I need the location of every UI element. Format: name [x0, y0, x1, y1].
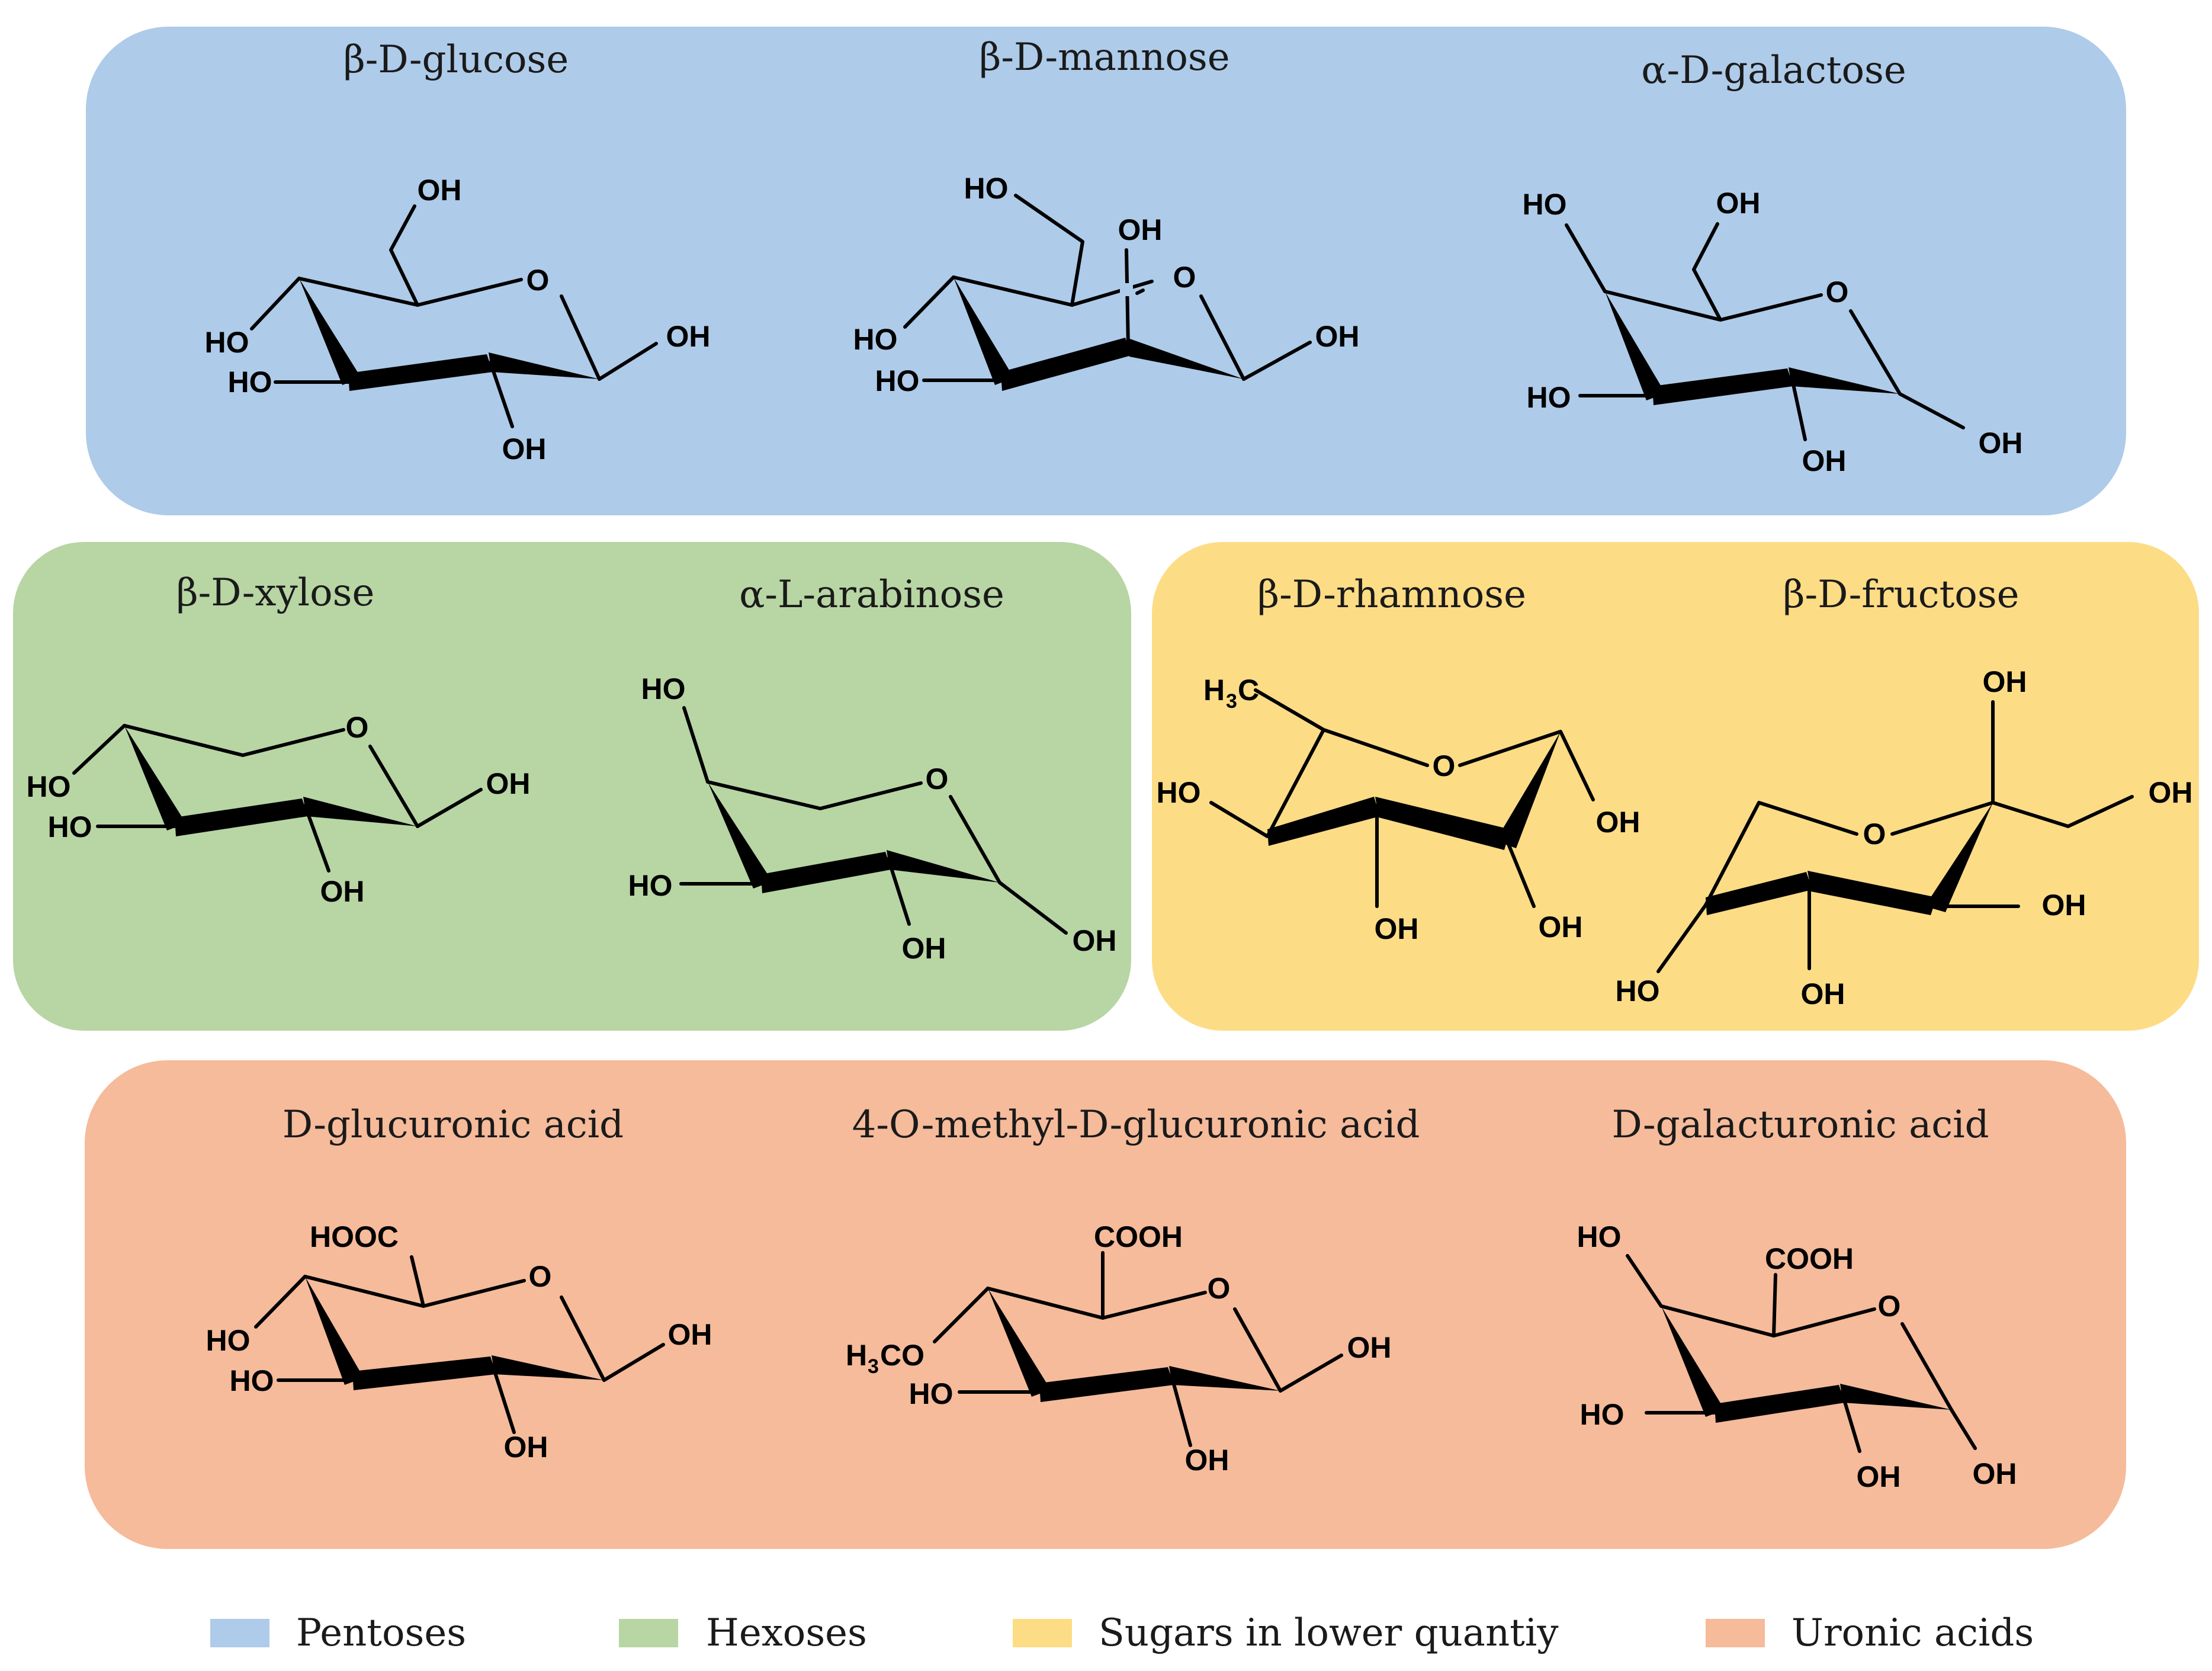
mannose-label-4: HO	[853, 323, 898, 356]
galactose-label-1: HO	[1523, 188, 1567, 221]
galacturonic-title: D-galacturonic acid	[1611, 1103, 1989, 1147]
molecule-rhamnose: β-D-rhamnose H 3 C O HO OH OH OH	[1157, 573, 1640, 945]
molecule-fructose: β-D-fructose OH OH O OH HO OH	[1616, 573, 2193, 1011]
rhamnose-label-2: 3	[1226, 690, 1237, 713]
methylglucuronic-label-7: OH	[1347, 1331, 1392, 1364]
methylglucuronic-label-6: HO	[909, 1377, 953, 1410]
panel-blue	[86, 27, 2126, 515]
arabinose-label-4: OH	[902, 932, 946, 965]
glucose-label-4: HO	[228, 365, 272, 399]
xylose-label-4: OH	[486, 767, 531, 800]
legend: Pentoses Hexoses Sugars in lower quantiy…	[210, 1611, 2034, 1655]
mannose-label-6: OH	[1315, 320, 1360, 353]
glucuronic-label-2: O	[529, 1260, 552, 1293]
methylglucuronic-label-5: CO	[880, 1339, 924, 1372]
galactose-title: α-D-galactose	[1641, 49, 1906, 92]
xylose-label-5: OH	[320, 875, 365, 908]
methylglucuronic-label-2: O	[1208, 1272, 1231, 1305]
legend-item-uronic-acids: Uronic acids	[1706, 1611, 2034, 1655]
glucuronic-label-5: OH	[668, 1318, 712, 1351]
galactose-label-3: O	[1826, 275, 1849, 309]
glucuronic-title: D-glucuronic acid	[282, 1103, 624, 1147]
glucuronic-label-4: HO	[230, 1364, 274, 1397]
rhamnose-label-3: C	[1238, 673, 1259, 707]
methylglucuronic-label-8: OH	[1185, 1444, 1229, 1477]
legend-label-lower-quantity: Sugars in lower quantiy	[1099, 1611, 1559, 1655]
glucose-label-1: OH	[418, 174, 462, 207]
galacturonic-label-4: HO	[1580, 1398, 1625, 1431]
molecule-methyl-glucuronic-acid: 4-O-methyl-D-glucuronic acid COOH O H 3 …	[846, 1103, 1420, 1477]
glucose-label-3: HO	[205, 326, 249, 359]
rhamnose-label-4: O	[1433, 749, 1456, 782]
glucose-label-6: OH	[502, 432, 547, 466]
fructose-label-6: OH	[1801, 977, 1845, 1011]
glucuronic-label-1: HOOC	[310, 1220, 399, 1253]
methylglucuronic-title: 4-O-methyl-D-glucuronic acid	[852, 1103, 1420, 1147]
mannose-label-1: HO	[964, 172, 1009, 205]
methylglucuronic-label-4: 3	[868, 1355, 879, 1378]
xylose-label-1: O	[346, 711, 369, 744]
glucuronic-label-6: OH	[504, 1431, 548, 1464]
legend-item-lower-quantity: Sugars in lower quantiy	[1013, 1611, 1559, 1655]
xylose-label-3: HO	[48, 810, 92, 843]
glucose-label-5: OH	[666, 320, 711, 353]
galactose-label-6: OH	[1979, 426, 2023, 460]
glucose-label-2: O	[526, 264, 550, 297]
fructose-title: β-D-fructose	[1783, 573, 2019, 617]
molecule-galacturonic-acid: D-galacturonic acid HO COOH O HO OH OH	[1577, 1103, 2017, 1493]
panel-green	[13, 542, 1131, 1031]
methylglucuronic-label-3: H	[846, 1339, 867, 1372]
arabinose-label-2: O	[926, 762, 949, 796]
rhamnose-label-7: OH	[1375, 912, 1419, 945]
galactose-label-4: HO	[1527, 381, 1571, 414]
molecule-glucuronic-acid: D-glucuronic acid HOOC O HO HO OH OH	[206, 1103, 712, 1464]
arabinose-label-1: HO	[641, 672, 686, 705]
galacturonic-label-1: HO	[1577, 1220, 1622, 1253]
fructose-label-2: OH	[2149, 776, 2193, 809]
legend-item-pentoses: Pentoses	[210, 1611, 466, 1655]
methylglucuronic-label-1: COOH	[1094, 1220, 1183, 1253]
legend-label-uronic-acids: Uronic acids	[1792, 1611, 2034, 1655]
rhamnose-label-5: HO	[1157, 776, 1201, 809]
fructose-label-4: OH	[2042, 889, 2086, 922]
galactose-label-5: OH	[1802, 444, 1847, 477]
legend-swatch-uronic-acids	[1706, 1619, 1765, 1647]
legend-swatch-lower-quantity	[1013, 1619, 1072, 1647]
mannose-label-2: OH	[1118, 213, 1163, 246]
legend-item-hexoses: Hexoses	[619, 1611, 867, 1655]
glucose-title: β-D-glucose	[343, 38, 569, 82]
legend-label-hexoses: Hexoses	[706, 1611, 867, 1655]
molecule-arabinose: α-L-arabinose HO O HO OH OH	[628, 573, 1117, 965]
galacturonic-label-5: OH	[1857, 1460, 1901, 1493]
galacturonic-label-3: O	[1878, 1290, 1901, 1323]
rhamnose-label-8: OH	[1539, 910, 1583, 944]
molecule-galactose: α-D-galactose HO OH O HO OH OH	[1523, 49, 2023, 477]
galacturonic-label-2: COOH	[1765, 1242, 1854, 1275]
glucuronic-label-3: HO	[206, 1324, 251, 1357]
arabinose-title: α-L-arabinose	[739, 573, 1004, 617]
arabinose-label-3: HO	[628, 869, 673, 902]
fructose-label-1: OH	[1983, 665, 2027, 698]
panel-orange	[85, 1060, 2126, 1549]
mannose-label-3: O	[1173, 261, 1196, 294]
molecule-mannose: β-D-mannose HO OH O HO HO OH	[853, 36, 1360, 397]
molecule-glucose: β-D-glucose OH O HO HO OH OH	[205, 38, 711, 466]
mannose-label-5: HO	[875, 364, 920, 397]
galactose-label-2: OH	[1716, 187, 1761, 220]
rhamnose-label-1: H	[1203, 673, 1225, 707]
legend-label-pentoses: Pentoses	[296, 1611, 466, 1655]
galacturonic-label-6: OH	[1973, 1457, 2017, 1490]
xylose-label-2: HO	[27, 770, 71, 803]
xylose-title: β-D-xylose	[176, 571, 375, 615]
fructose-label-5: HO	[1616, 974, 1660, 1008]
rhamnose-title: β-D-rhamnose	[1257, 573, 1526, 617]
molecule-xylose: β-D-xylose O HO HO OH OH	[27, 571, 531, 908]
mannose-title: β-D-mannose	[979, 36, 1229, 79]
legend-swatch-hexoses	[619, 1619, 678, 1647]
rhamnose-label-6: OH	[1596, 806, 1640, 839]
fructose-label-3: O	[1863, 817, 1886, 851]
legend-swatch-pentoses	[210, 1619, 269, 1647]
arabinose-label-5: OH	[1073, 924, 1117, 957]
